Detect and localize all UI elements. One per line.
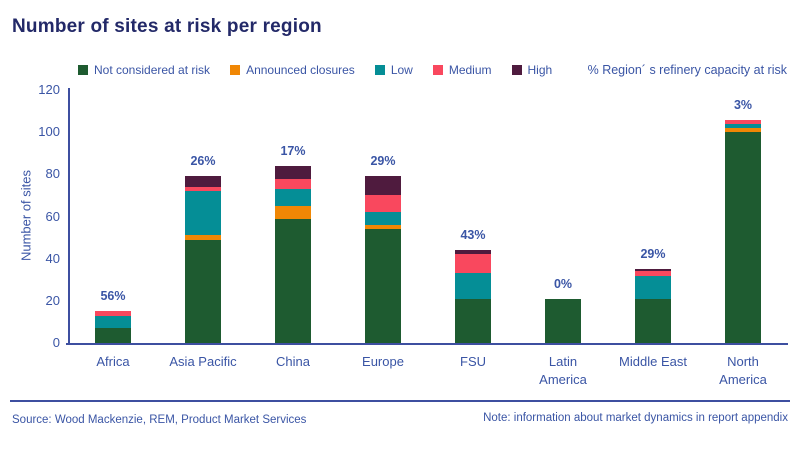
bar-segment-europe-low (365, 212, 401, 225)
legend-swatch-medium (432, 65, 443, 75)
bar-segment-north-america-announced-closures (725, 127, 761, 133)
bar-segment-asia-pacific-announced-closures (185, 235, 221, 240)
bar-percent-label-latin-america: 0% (553, 276, 573, 291)
bar-percent-label-north-america: 3% (733, 97, 753, 112)
bar-segment-fsu-low (455, 273, 491, 299)
legend-item-low: Low (374, 63, 413, 77)
bar-segment-china-high (275, 165, 311, 179)
x-category-label-china: China (276, 354, 310, 369)
x-axis-line (66, 343, 788, 345)
bar-percent-label-africa: 56% (100, 289, 126, 304)
bar-segment-europe-high (365, 176, 401, 196)
bar-segment-asia-pacific-not-considered-at-risk (185, 239, 221, 343)
legend: Not considered at risk Announced closures… (78, 62, 552, 78)
bar-segment-fsu-medium (455, 254, 491, 274)
bar-segment-middle-east-not-considered-at-risk (635, 298, 671, 343)
bar-segment-asia-pacific-low (185, 191, 221, 236)
legend-item-medium: Medium (432, 63, 492, 77)
capacity-note: % Region´ s refinery capacity at risk (587, 63, 787, 77)
bar-segment-asia-pacific-medium (185, 186, 221, 192)
legend-item-label: Low (390, 63, 413, 77)
y-tick-label: 0 (52, 335, 60, 350)
legend-item-label: Not considered at risk (94, 63, 211, 77)
footer-divider (10, 400, 790, 402)
legend-item-label: Medium (448, 63, 492, 77)
legend-swatch-high (511, 65, 522, 75)
legend-swatch-not-considered-at-risk (78, 65, 88, 75)
bar-segment-africa-low (95, 315, 131, 329)
page-title: Number of sites at risk per region (12, 16, 322, 37)
x-category-label-fsu: FSU (460, 354, 486, 369)
bar-segment-africa-not-considered-at-risk (95, 328, 131, 343)
bar-percent-label-middle-east: 29% (640, 247, 666, 262)
y-tick-label: 60 (45, 208, 60, 224)
legend-swatch-announced-closures (230, 65, 241, 75)
bar-segment-fsu-high (455, 250, 491, 255)
legend-item-not-considered-at-risk: Not considered at risk (78, 63, 210, 77)
y-axis-line (68, 88, 70, 345)
legend-item-label: High (527, 63, 553, 77)
bar-segment-europe-announced-closures (365, 224, 401, 230)
x-category-label-north-america: North America (719, 354, 767, 387)
bar-segment-north-america-medium (725, 119, 761, 124)
bar-segment-fsu-not-considered-at-risk (455, 298, 491, 343)
note-text: Note: information about market dynamics … (483, 412, 788, 424)
x-category-label-asia-pacific: Asia Pacific (169, 354, 237, 369)
y-tick-label: 100 (38, 124, 60, 140)
y-tick-label: 120 (38, 82, 60, 97)
y-tick-label: 80 (45, 166, 60, 182)
x-category-label-africa: Africa (96, 354, 130, 369)
bar-segment-middle-east-high (635, 269, 671, 272)
bar-percent-label-china: 17% (280, 143, 306, 158)
legend-item-label: Announced closures (246, 63, 355, 77)
bar-percent-label-fsu: 43% (460, 228, 486, 243)
y-tick-label: 40 (45, 250, 60, 266)
bar-percent-label-europe: 29% (370, 154, 396, 169)
bar-segment-china-medium (275, 178, 311, 190)
x-category-label-middle-east: Middle East (619, 354, 687, 369)
y-tick-label: 20 (45, 292, 60, 308)
bar-segment-north-america-low (725, 123, 761, 128)
source-text: Source: Wood Mackenzie, REM, Product Mar… (12, 414, 307, 426)
x-category-label-europe: Europe (362, 354, 404, 369)
bar-segment-africa-medium (95, 311, 131, 316)
x-category-label-latin-america: Latin America (539, 354, 587, 387)
bar-segment-china-not-considered-at-risk (275, 218, 311, 343)
bar-segment-north-america-not-considered-at-risk (725, 132, 761, 343)
legend-swatch-low (374, 65, 385, 75)
legend-item-high: High (511, 63, 553, 77)
bar-segment-europe-medium (365, 195, 401, 213)
bar-segment-europe-not-considered-at-risk (365, 229, 401, 343)
legend-item-announced-closures: Announced closures (230, 63, 355, 77)
bar-segment-middle-east-medium (635, 271, 671, 276)
bar-segment-middle-east-low (635, 275, 671, 299)
bar-segment-china-announced-closures (275, 205, 311, 219)
bar-percent-label-asia-pacific: 26% (190, 154, 216, 169)
bar-segment-latin-america-not-considered-at-risk (545, 298, 581, 343)
bar-segment-asia-pacific-high (185, 176, 221, 187)
bar-segment-china-low (275, 189, 311, 206)
